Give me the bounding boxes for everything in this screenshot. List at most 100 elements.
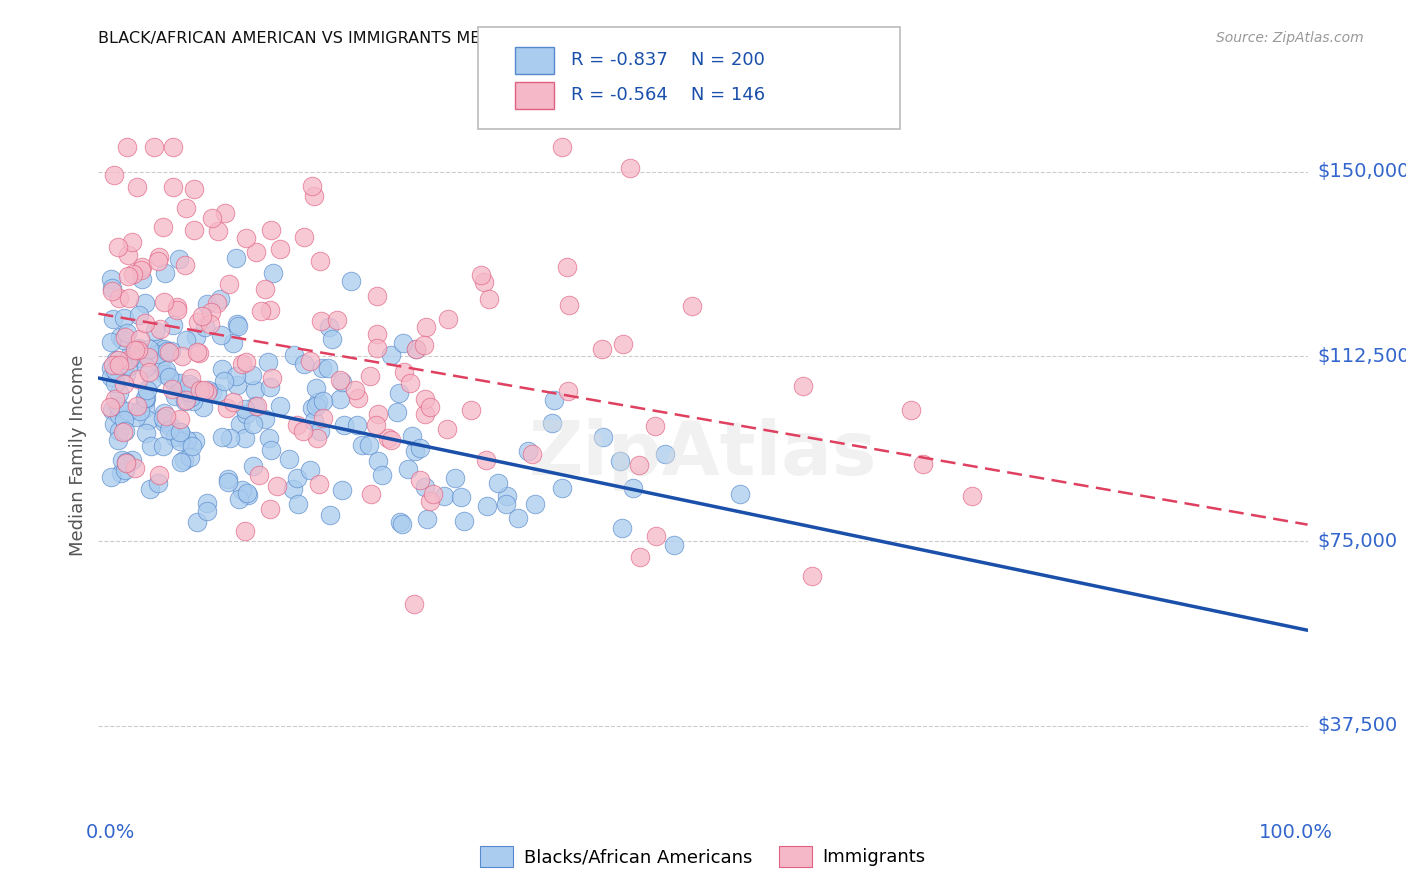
Point xyxy=(266,478,288,492)
Point xyxy=(960,489,983,503)
Point xyxy=(100,280,122,294)
Point xyxy=(183,380,205,394)
Point xyxy=(195,385,218,400)
Point xyxy=(610,521,633,535)
Point xyxy=(165,430,187,444)
Point xyxy=(169,252,191,267)
Point xyxy=(200,305,222,319)
Point xyxy=(148,341,170,355)
Point xyxy=(496,489,519,503)
Point xyxy=(247,467,270,482)
Point xyxy=(260,442,283,457)
Point xyxy=(187,346,209,360)
Legend: Blacks/African Americans, Immigrants: Blacks/African Americans, Immigrants xyxy=(474,838,932,874)
Point xyxy=(205,386,228,401)
Point xyxy=(127,343,149,357)
Point xyxy=(181,438,204,452)
Point xyxy=(612,336,634,351)
Point xyxy=(166,300,188,314)
Point xyxy=(183,222,205,236)
Point xyxy=(621,481,644,495)
Point xyxy=(114,330,136,344)
Point xyxy=(148,475,170,490)
Point xyxy=(404,597,426,611)
Point xyxy=(347,391,370,405)
Point xyxy=(319,508,342,522)
Point xyxy=(131,272,153,286)
Point xyxy=(214,206,236,220)
Point xyxy=(170,349,193,363)
Point xyxy=(146,347,169,361)
Point xyxy=(404,444,426,458)
Point xyxy=(117,353,139,368)
Point xyxy=(644,529,666,543)
Point xyxy=(111,425,134,439)
Point xyxy=(207,224,229,238)
Point xyxy=(201,384,224,399)
Point xyxy=(592,430,614,444)
Point xyxy=(416,512,439,526)
Point xyxy=(292,424,315,438)
Point xyxy=(149,357,172,371)
Point xyxy=(100,360,122,375)
Point xyxy=(269,399,291,413)
Point xyxy=(240,368,263,383)
Point xyxy=(121,235,143,250)
Point xyxy=(108,386,131,401)
Point xyxy=(100,370,122,384)
Point xyxy=(169,376,191,390)
Point xyxy=(104,376,127,390)
Point xyxy=(103,417,125,431)
Point xyxy=(198,318,221,332)
Point xyxy=(250,303,273,318)
Point xyxy=(391,335,413,350)
Point xyxy=(211,430,233,444)
Point xyxy=(453,515,475,529)
Point xyxy=(134,296,156,310)
Point xyxy=(155,362,177,376)
Point xyxy=(205,296,228,310)
Text: R = -0.564    N = 146: R = -0.564 N = 146 xyxy=(571,86,765,103)
Point xyxy=(360,486,382,500)
Point xyxy=(292,229,315,244)
Point xyxy=(107,353,129,368)
Point xyxy=(352,438,374,452)
Point xyxy=(115,367,138,381)
Point xyxy=(162,318,184,333)
Point xyxy=(243,383,266,397)
Point xyxy=(388,385,411,400)
Point xyxy=(155,409,177,423)
Point xyxy=(153,266,176,280)
Point xyxy=(242,458,264,473)
Point xyxy=(139,439,162,453)
Text: $37,500: $37,500 xyxy=(1317,716,1398,735)
Point xyxy=(186,345,208,359)
Point xyxy=(128,341,150,355)
Point xyxy=(125,400,148,414)
Point xyxy=(176,333,198,347)
Point xyxy=(166,302,188,317)
Point xyxy=(217,401,239,416)
Point xyxy=(217,475,239,490)
Point xyxy=(169,425,191,439)
Point xyxy=(100,400,122,414)
Point xyxy=(301,178,323,193)
Point xyxy=(148,250,170,264)
Point xyxy=(260,371,283,385)
Point xyxy=(124,461,146,475)
Point xyxy=(366,341,388,355)
Point xyxy=(413,480,436,494)
Point xyxy=(211,362,233,376)
Point xyxy=(419,401,441,415)
Point xyxy=(128,351,150,365)
Point xyxy=(495,497,517,511)
Point xyxy=(183,182,205,196)
Point xyxy=(557,384,579,399)
Point xyxy=(405,343,427,357)
Point xyxy=(619,161,641,176)
Point xyxy=(101,403,124,417)
Point xyxy=(114,463,136,477)
Point xyxy=(225,251,247,265)
Point xyxy=(551,482,574,496)
Point xyxy=(555,260,578,275)
